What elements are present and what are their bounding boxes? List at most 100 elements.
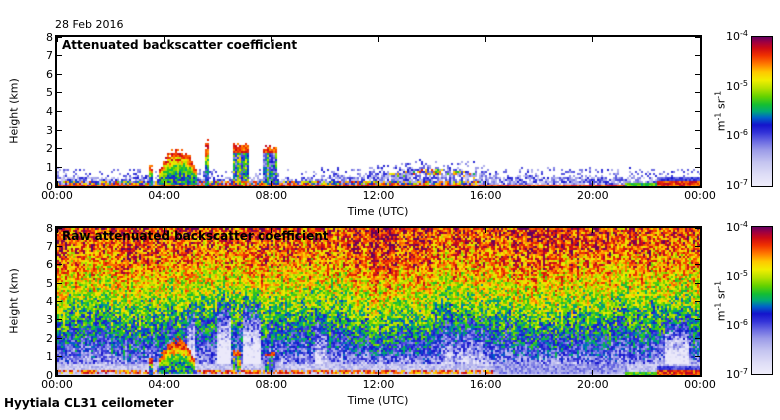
y-tick-label: 1 [46,160,53,174]
colorbar-tick-base: 10 [726,319,741,332]
y-axis-tick [695,129,700,131]
x-axis-tick [378,370,379,375]
x-tick-label: 20:00 [576,189,609,202]
x-axis-tick [592,228,594,233]
instrument-label: Hyytiala CL31 ceilometer [4,396,174,410]
x-axis-tick [485,370,487,375]
x-axis-tick [163,228,165,233]
x-axis-tick [378,181,379,186]
y-axis-tick [695,374,700,376]
x-tick-label: 20:00 [576,378,609,391]
y-tick-label: 7 [46,239,53,253]
unit-exponent: -1 [713,112,723,121]
colorbar-top [751,36,773,187]
y-axis-tick [695,227,700,229]
x-axis-tick [485,181,487,186]
panel-top-title: Attenuated backscatter coefficient [62,38,298,52]
x-tick-label: 00:00 [684,189,716,202]
panel-raw-attenuated-backscatter: Raw attenuated backscatter coefficient [55,226,702,377]
y-tick-label: 6 [46,258,53,272]
colorbar-bottom [751,226,773,375]
x-axis-tick [270,181,272,186]
y-axis-tick [695,92,700,94]
y-tick-label: 3 [46,123,53,137]
x-axis-tick [378,228,379,233]
colorbar-tick-label: 10-7 [698,367,748,383]
y-axis-tick [57,337,62,339]
y-axis-tick [695,356,700,358]
y-axis-tick [57,319,62,321]
x-axis-tick [56,228,58,233]
unit-exponent: -1 [713,302,723,311]
colorbar-tick-exponent: -7 [740,367,748,376]
colorbar-tick-exponent: -6 [740,318,748,327]
panel-bottom-title: Raw attenuated backscatter coefficient [62,229,329,243]
colorbar-tick-base: 10 [726,368,741,381]
colorbar-tick-label: 10-4 [698,220,748,236]
y-axis-tick [57,282,62,284]
colorbar-tick-label: 10-6 [698,318,748,334]
y-axis-tick [695,301,700,302]
y-axis-tick [695,337,700,339]
x-axis-tick [699,181,701,186]
colorbar-tick-exponent: -5 [740,78,748,88]
x-axis-tick [56,370,58,375]
y-tick-label: 2 [46,142,53,156]
x-tick-label: 00:00 [41,189,73,202]
x-axis-tick [699,370,701,375]
unit-text: sr [714,98,728,113]
y-axis-tick [57,55,62,57]
y-tick-label: 4 [46,295,53,308]
colorbar-tick-exponent: -4 [740,29,748,38]
colorbar-tick-label: 10-6 [698,128,748,144]
colorbar-tick-label: 10-5 [698,269,748,285]
x-axis-tick [699,228,701,233]
y-axis-tick [57,92,62,94]
y-axis-tick [57,73,62,75]
y-tick-label: 6 [46,67,53,81]
y-axis-tick [695,73,700,75]
y-tick-label: 8 [46,221,53,235]
raw-attenuated-backscatter-heatmap [57,228,700,375]
x-axis-tick [270,370,272,375]
x-tick-label: 08:00 [255,378,288,391]
colorbar-tick-base: 10 [726,221,741,234]
x-axis-tick [56,37,58,42]
y-axis-tick [57,166,62,168]
y-axis-tick [695,36,700,38]
y-axis-label-bottom: Height (km) [7,268,21,334]
y-axis-tick [57,129,62,131]
y-tick-label: 4 [46,105,53,118]
x-axis-tick [592,370,594,375]
date-label: 28 Feb 2016 [55,18,124,31]
x-tick-label: 00:00 [41,378,73,391]
attenuated-backscatter-heatmap [57,37,700,186]
panel-attenuated-backscatter: Attenuated backscatter coefficient [55,35,702,188]
colorbar-unit-label-top: m-1 sr-1 [713,91,728,131]
y-tick-label: 5 [46,86,53,100]
unit-text: sr [714,288,728,303]
x-tick-label: 16:00 [469,189,502,202]
y-axis-tick [695,55,700,57]
y-axis-tick [57,356,62,358]
x-axis-label-top: Time (UTC) [347,205,409,218]
colorbar-tick-label: 10-7 [698,178,748,194]
colorbar-tick-base: 10 [726,270,741,283]
colorbar-tick-base: 10 [726,30,741,43]
x-axis-tick [592,37,594,42]
x-tick-label: 16:00 [469,378,502,391]
y-axis-tick [695,111,700,112]
x-axis-tick [56,181,58,186]
x-axis-tick [592,181,594,186]
colorbar-tick-exponent: -6 [740,128,748,138]
colorbar-tick-exponent: -4 [740,220,748,229]
x-axis-tick [485,228,487,233]
y-axis-tick [695,282,700,284]
colorbar-tick-label: 10-4 [698,29,748,45]
x-axis-label-bottom: Time (UTC) [347,394,409,407]
y-axis-tick [695,264,700,266]
x-axis-tick [163,37,165,42]
y-axis-tick [57,245,62,247]
y-tick-label: 1 [46,350,53,364]
y-axis-label-top: Height (km) [7,78,21,144]
